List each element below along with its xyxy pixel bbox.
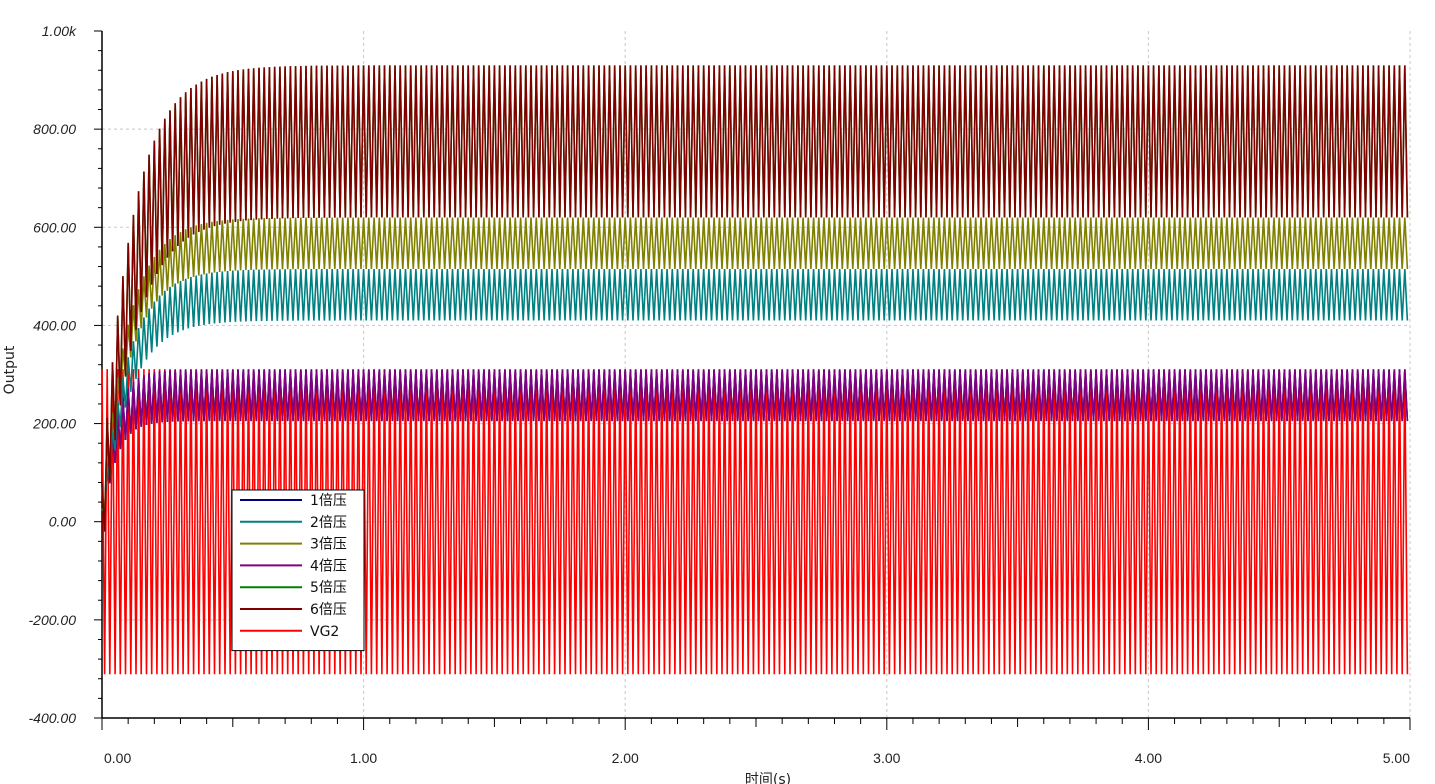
y-tick-label: 0.00 <box>49 514 76 530</box>
legend-label: 2倍压 <box>310 515 347 531</box>
y-axis-label: Output <box>2 345 18 394</box>
series-line <box>101 65 1409 532</box>
x-tick-labels: 0.00 1.00 2.00 3.00 4.00 5.00 <box>104 750 1410 766</box>
x-tick-label: 1.00 <box>350 750 377 766</box>
series-line <box>101 217 1409 511</box>
legend-label: 5倍压 <box>310 580 347 596</box>
y-tick-label: 400.00 <box>33 317 76 333</box>
y-tick-label: 800.00 <box>33 121 76 137</box>
tick-marks <box>94 30 1411 730</box>
x-tick-label: 0.00 <box>104 750 131 766</box>
legend-label: 1倍压 <box>310 493 347 509</box>
x-tick-label: 4.00 <box>1135 750 1162 766</box>
x-tick-label: 3.00 <box>873 750 900 766</box>
legend-label: 4倍压 <box>310 558 347 574</box>
legend: 1倍压 2倍压 3倍压 4倍压 5倍压 6倍压 VG2 <box>231 489 365 652</box>
y-tick-label: 600.00 <box>33 219 76 235</box>
legend-label: VG2 <box>310 624 339 640</box>
y-tick-label: -200.00 <box>29 612 77 628</box>
legend-label: 6倍压 <box>310 602 347 618</box>
x-tick-label: 2.00 <box>612 750 639 766</box>
series-line <box>101 268 1409 515</box>
y-tick-label: 200.00 <box>32 416 76 432</box>
y-tick-labels: 1.00k 800.00 600.00 400.00 200.00 0.00 -200.00… <box>29 23 77 726</box>
y-tick-label: -400.00 <box>29 710 77 726</box>
x-tick-label: 5.00 <box>1383 750 1410 766</box>
legend-box <box>231 489 365 652</box>
y-tick-label: 1.00k <box>42 23 77 39</box>
legend-label: 3倍压 <box>310 537 347 553</box>
x-axis-label: 时间(s) <box>745 772 791 784</box>
series-line <box>101 369 1409 518</box>
